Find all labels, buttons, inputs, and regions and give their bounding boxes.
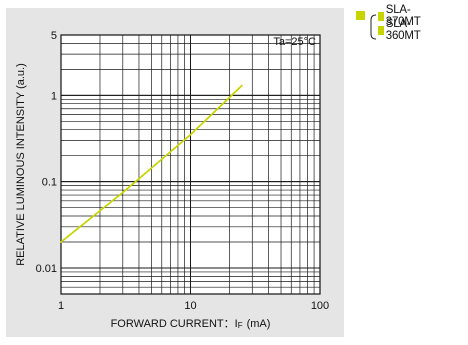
legend-item-sla-360mt: SLA-360MT bbox=[378, 18, 424, 42]
x-axis-title-subscript: F bbox=[238, 321, 243, 330]
condition-label: Ta=25°C bbox=[273, 36, 316, 48]
data-point bbox=[122, 192, 124, 194]
chart-plot: 1 10 100 0.01 0.1 1 5 Ta=25°C FORWARD CURRENT：IF… bbox=[15, 30, 329, 330]
x-axis-title: FORWARD CURRENT：IF (mA) bbox=[111, 318, 271, 330]
legend-item-sla-370mt: SLA-370MT bbox=[378, 4, 424, 28]
legend-bracket bbox=[370, 14, 377, 40]
y-tick-label: 1 bbox=[51, 90, 57, 102]
legend-label: SLA-360MT bbox=[385, 18, 421, 42]
x-axis-title-unit: (mA) bbox=[247, 318, 271, 330]
y-tick-label: 0.1 bbox=[42, 177, 57, 189]
data-point bbox=[60, 241, 62, 243]
x-tick-label: 100 bbox=[311, 300, 329, 312]
x-axis-title-main: FORWARD CURRENT：I bbox=[111, 318, 238, 330]
y-axis-title: RELATIVE LUMINOUS INTENSITY (a.u.) bbox=[15, 63, 27, 266]
plot-frame bbox=[60, 34, 321, 295]
legend-swatch bbox=[378, 11, 384, 21]
legend-group-swatch bbox=[356, 11, 365, 20]
x-tick-label: 1 bbox=[58, 300, 64, 312]
y-tick-label: 5 bbox=[51, 30, 57, 42]
x-tick-label: 10 bbox=[184, 300, 196, 312]
data-point bbox=[241, 85, 243, 87]
chart-panel: 1 10 100 0.01 0.1 1 5 Ta=25°C FORWARD CURRENT：IF… bbox=[6, 8, 344, 337]
data-point bbox=[190, 134, 192, 136]
series-line-sla-360mt bbox=[60, 84, 243, 243]
legend-label: SLA-370MT bbox=[385, 4, 421, 28]
legend-swatch bbox=[378, 25, 384, 35]
y-tick-label: 0.01 bbox=[36, 263, 57, 275]
